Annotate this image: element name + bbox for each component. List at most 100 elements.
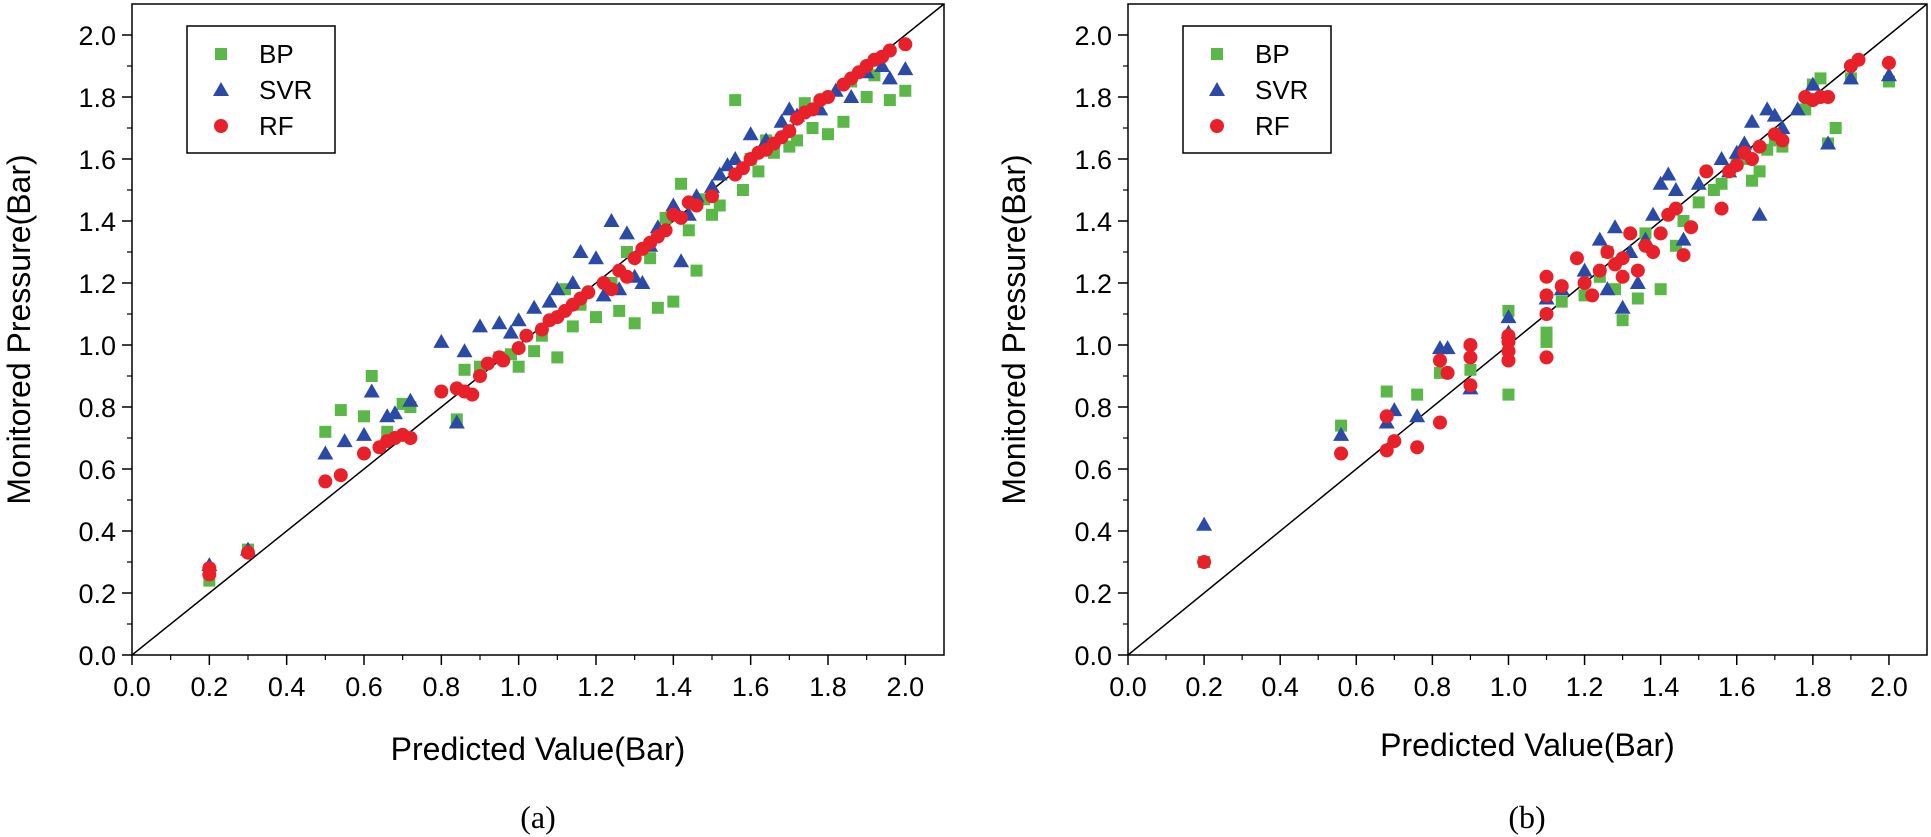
y-tick-label: 1.4 <box>78 207 116 237</box>
y-tick-label: 1.0 <box>78 331 116 361</box>
legend-label-bp: BP <box>259 39 294 69</box>
bp-point <box>1745 174 1758 187</box>
legend-box <box>1182 25 1332 154</box>
svr-point <box>1196 516 1213 531</box>
x-tick-label: 0.2 <box>1185 672 1223 702</box>
svr-point <box>1652 175 1669 190</box>
rf-point <box>1379 409 1394 424</box>
rf-point <box>465 387 480 402</box>
svr-point <box>1607 219 1624 234</box>
svr-point <box>665 197 682 212</box>
svr-point <box>1576 262 1593 277</box>
y-tick-label: 0.0 <box>78 641 116 671</box>
rf-point <box>1714 201 1729 216</box>
x-tick-label: 1.2 <box>1566 672 1604 702</box>
y-tick-label: 1.6 <box>1074 145 1112 175</box>
bp-point <box>1335 419 1348 432</box>
svr-point <box>673 253 690 268</box>
rf-point <box>333 468 348 483</box>
rf-point <box>473 369 487 383</box>
svr-point <box>595 287 612 302</box>
rf-point <box>1379 443 1394 458</box>
rf-point <box>1699 164 1714 179</box>
bp-point <box>1814 72 1827 85</box>
y-tick-label: 0.6 <box>78 455 116 485</box>
series-bp <box>203 69 912 587</box>
svr-point <box>572 244 589 258</box>
rf-point <box>1630 263 1645 278</box>
svr-point <box>1500 309 1517 324</box>
bp-point <box>1540 335 1553 348</box>
legend-box <box>186 25 336 154</box>
chart-panel-b: 0.00.0 0.2 0.2 0.4 0.4 0.6 0.6 0.8 0.8 1.0 1.0 1.2 1… <box>996 3 1928 835</box>
rf-point <box>1775 133 1790 148</box>
svr-point <box>456 343 473 358</box>
rf-point <box>1197 555 1212 569</box>
svr-point <box>1759 101 1776 116</box>
bp-point <box>1707 184 1720 196</box>
bp-point <box>822 128 834 141</box>
svr-point <box>317 445 334 460</box>
rf-point <box>241 545 255 560</box>
legend-label-bp: BP <box>1255 39 1290 69</box>
rf-point <box>1851 52 1866 67</box>
bp-point <box>860 91 873 103</box>
x-tick-label: 0.4 <box>1261 672 1299 702</box>
legend-marker-svr <box>1209 82 1225 96</box>
x-axis-title: Predicted Value(Bar) <box>391 731 686 767</box>
svr-point <box>881 70 898 85</box>
svr-point <box>711 166 728 181</box>
x-tick-label: 1.8 <box>1794 672 1832 702</box>
rf-point <box>1668 201 1683 216</box>
bp-point <box>1411 388 1424 401</box>
svr-point <box>843 89 860 103</box>
rf-point <box>797 105 812 120</box>
svr-point <box>1751 206 1768 221</box>
rf-point <box>813 93 828 108</box>
svr-point <box>634 275 651 289</box>
bp-point <box>319 425 332 438</box>
svr-point <box>1736 135 1753 150</box>
rf-point <box>1410 440 1425 455</box>
y-tick-label: 1.2 <box>78 269 116 299</box>
legend-label-svr: SVR <box>259 75 312 105</box>
rf-point <box>650 229 665 244</box>
bp-point <box>752 165 765 178</box>
bp-point <box>458 363 471 376</box>
x-tick-label: 1.6 <box>1718 672 1756 702</box>
chart-panel-a: 0.00.0 0.2 0.2 0.4 0.4 0.6 0.6 0.8 0.8 1.0 1.0 1.2 1… <box>1 3 945 835</box>
svr-point <box>510 312 527 327</box>
bp-point <box>1540 326 1553 339</box>
svr-point <box>874 58 891 72</box>
legend-marker-bp <box>1211 48 1223 60</box>
rf-point <box>681 195 696 210</box>
rf-point <box>1569 251 1584 266</box>
legend-label-svr: SVR <box>1255 75 1308 105</box>
bp-point <box>628 317 641 330</box>
y-tick-label: 0.4 <box>1074 517 1112 547</box>
rf-point <box>1440 365 1455 380</box>
rf-point <box>534 322 549 337</box>
x-tick-label: 0.8 <box>423 672 461 702</box>
rf-point <box>1463 350 1478 365</box>
bp-point <box>1692 196 1705 209</box>
plot-frame <box>131 3 945 656</box>
rf-point <box>627 251 642 266</box>
svr-point <box>1675 231 1692 246</box>
x-tick-label: 1.2 <box>577 672 615 702</box>
legend-label-rf: RF <box>259 111 294 141</box>
panel-caption: (a) <box>520 799 556 835</box>
bp-point <box>528 345 541 358</box>
svr-point <box>603 213 620 227</box>
rf-point <box>558 303 573 318</box>
rf-point <box>1577 276 1592 290</box>
bp-point <box>729 94 742 107</box>
x-tick-label: 1.0 <box>1490 672 1528 702</box>
svr-point <box>1713 151 1730 165</box>
rf-point <box>1608 257 1623 272</box>
bp-point <box>1616 314 1629 327</box>
rf-point <box>1554 279 1569 294</box>
svr-point <box>618 225 635 240</box>
y-tick-label: 1.8 <box>1074 83 1112 113</box>
